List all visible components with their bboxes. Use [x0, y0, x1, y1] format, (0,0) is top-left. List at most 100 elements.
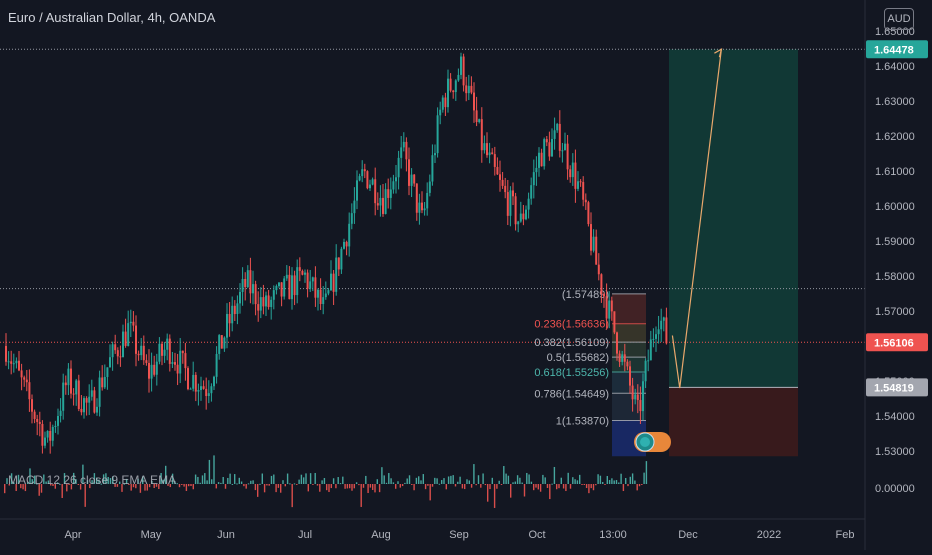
macd-bar: [404, 482, 406, 484]
macd-bar: [211, 479, 213, 484]
macd-bar: [631, 473, 634, 484]
macd-bar: [77, 484, 79, 485]
macd-bar: [273, 474, 275, 484]
candle-body: [103, 376, 106, 388]
candle-body: [327, 290, 330, 294]
macd-bar: [413, 484, 415, 491]
candle-body: [509, 190, 512, 216]
candle-body: [296, 267, 299, 296]
candle-body: [470, 85, 473, 93]
macd-bar: [96, 477, 98, 484]
candle-body: [301, 270, 304, 275]
candle-body: [460, 56, 462, 75]
candle-body: [265, 295, 267, 307]
candle-body: [215, 353, 218, 377]
candle-body: [439, 109, 442, 116]
candle-body: [631, 385, 634, 400]
macd-bar: [526, 472, 528, 484]
candle-body: [83, 398, 85, 413]
candle-body: [239, 291, 241, 304]
macd-bar: [443, 478, 445, 484]
macd-bar: [436, 478, 438, 484]
macd-bar: [369, 484, 372, 488]
candle-body: [358, 176, 361, 181]
candle-body: [114, 344, 117, 351]
candle-body: [501, 179, 504, 186]
candle-body: [252, 284, 254, 294]
macd-bar: [503, 466, 505, 484]
macd-bar: [415, 477, 418, 484]
macd-bar: [291, 484, 293, 508]
macd-bar: [641, 484, 643, 485]
macd-bar: [438, 483, 441, 485]
macd-bar: [470, 484, 473, 488]
x-tick-label: Aug: [371, 529, 391, 541]
macd-bar: [346, 484, 349, 489]
candle-body: [142, 345, 145, 361]
candle-body: [332, 273, 335, 292]
candle-body: [70, 368, 72, 394]
macd-bar: [431, 484, 434, 487]
candle-body: [595, 236, 598, 265]
candle-body: [98, 377, 101, 407]
macd-bar: [206, 480, 208, 484]
candle-body: [306, 272, 309, 289]
candle-body: [660, 320, 663, 330]
candle-body: [473, 92, 475, 111]
macd-bar: [496, 484, 498, 489]
macd-bar: [50, 484, 52, 486]
candle-body: [397, 157, 400, 178]
candle-body: [23, 377, 26, 380]
candle-body: [124, 331, 127, 346]
candle-body: [493, 154, 496, 167]
macd-bar: [434, 477, 436, 484]
macd-bar: [512, 482, 514, 484]
target-zone: [669, 49, 798, 388]
macd-bar: [418, 476, 420, 484]
macd-bar: [208, 459, 211, 484]
x-tick-label: Apr: [64, 529, 81, 541]
macd-bar: [560, 477, 562, 484]
macd-bar: [376, 479, 378, 484]
candle-body: [166, 338, 169, 350]
macd-bar: [615, 480, 618, 484]
x-tick-label: 13:00: [599, 529, 627, 541]
macd-bar: [109, 478, 112, 484]
candle-body: [135, 325, 137, 354]
candle-body: [512, 190, 514, 197]
candle-body: [319, 289, 322, 305]
macd-bar: [144, 484, 146, 491]
candle-body: [413, 174, 416, 184]
macd-bar: [185, 484, 188, 491]
candle-body: [106, 367, 109, 377]
macd-bar: [8, 484, 10, 486]
candle-body: [285, 274, 288, 279]
macd-bar: [399, 484, 401, 488]
macd-bar: [305, 473, 307, 484]
candle-body: [384, 189, 387, 214]
currency-button[interactable]: AUD: [884, 8, 914, 30]
macd-bar: [625, 478, 627, 484]
macd-bar: [151, 480, 153, 484]
macd-bar: [66, 484, 68, 492]
candle-body: [59, 410, 62, 417]
candle-body: [592, 236, 595, 251]
macd-bar: [588, 484, 590, 494]
coin-marker-icon: [634, 432, 671, 452]
candle-body: [597, 264, 600, 275]
macd-bar: [132, 484, 135, 488]
macd-bar: [374, 484, 376, 493]
candle-body: [543, 139, 546, 167]
candle-body: [491, 152, 494, 155]
candle-body: [275, 286, 278, 291]
fib-band: [612, 323, 646, 343]
macd-bar: [112, 476, 114, 484]
candle-body: [262, 297, 265, 307]
candle-body: [176, 364, 179, 374]
macd-bar: [215, 484, 217, 489]
macd-bar: [590, 484, 592, 489]
candle-body: [525, 209, 527, 220]
candle-body: [246, 270, 249, 288]
